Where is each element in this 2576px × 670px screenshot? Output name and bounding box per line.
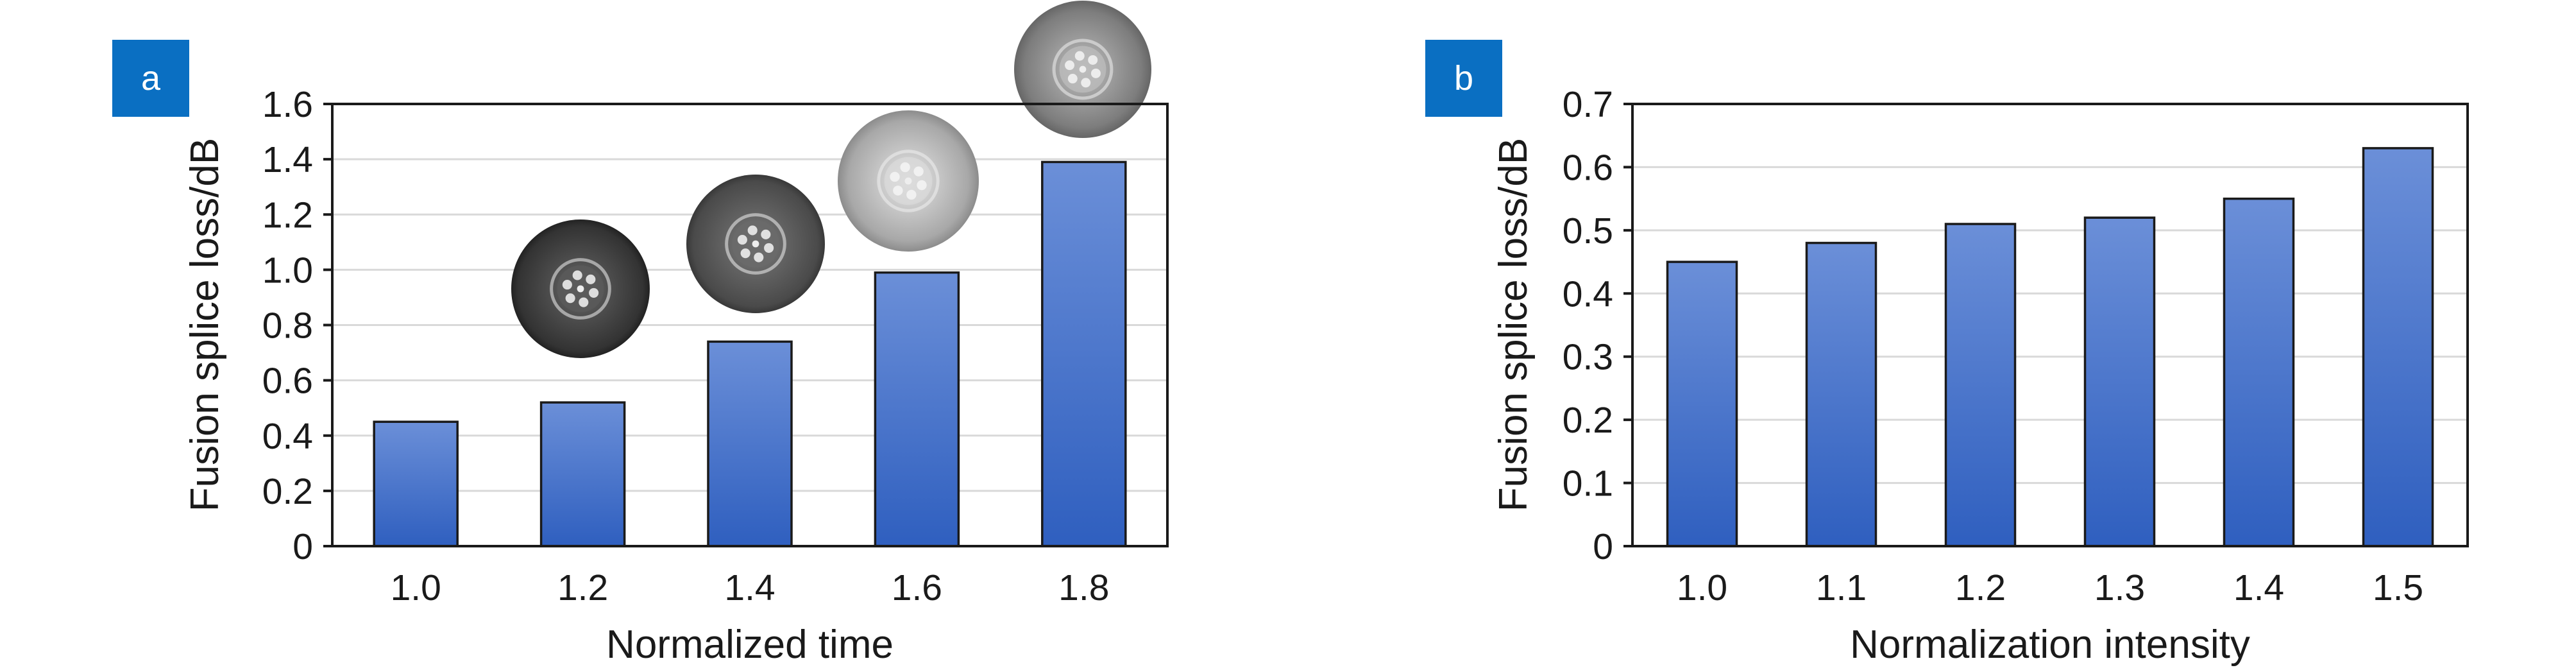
y-tick-label: 1.2 (262, 194, 313, 236)
y-tick-label: 0.4 (262, 416, 313, 457)
panel-b-x-ticks: 1.0 1.1 1.2 1.3 1.4 1.5 (1677, 567, 2423, 608)
x-tick-label: 1.4 (2233, 567, 2284, 608)
panel-b-bars (1666, 147, 2434, 547)
y-tick-label: 0.1 (1563, 463, 1613, 504)
bar-1.2 (539, 401, 626, 547)
panel-a-x-ticks: 1.0 1.2 1.4 1.6 1.8 (391, 567, 1110, 608)
panel-b-y-ticks: 0 0.1 0.2 0.3 0.4 0.5 0.6 0.7 (1563, 84, 1632, 567)
panel-b-plot-frame (1631, 103, 2469, 547)
panel-a-y-ticks: 0 0.2 0.4 0.6 0.8 1.0 1.2 1.4 1.6 (262, 84, 332, 567)
bar-1.8 (1041, 160, 1127, 547)
x-tick-label: 1.1 (1816, 567, 1867, 608)
panel-b-gridlines (1632, 166, 2468, 485)
y-tick-label: 0 (292, 526, 313, 567)
fiber-cross-section-icon (838, 110, 979, 252)
panel-a-x-axis-title: Normalized time (606, 623, 894, 667)
x-tick-label: 1.2 (1955, 567, 2006, 608)
x-tick-label: 1.0 (1677, 567, 1727, 608)
y-tick-label: 1.6 (262, 84, 313, 125)
y-tick-label: 0.6 (1563, 147, 1613, 188)
bar-1.4 (2223, 197, 2295, 547)
y-tick-label: 0.6 (262, 361, 313, 402)
panel-b-label: b (1454, 59, 1473, 98)
fiber-cross-section-icon (511, 219, 650, 358)
x-tick-label: 1.2 (557, 567, 608, 608)
bar-1.0 (1666, 261, 1738, 547)
y-tick-label: 0.8 (262, 305, 313, 347)
chart-panel-b: b 0 0.1 0.2 0.3 0.4 0.5 0.6 0.7 1.0 1.1 1.2 1.3 1.4… (1425, 40, 2469, 667)
bar-1.5 (2362, 147, 2434, 547)
y-tick-label: 0 (1593, 526, 1613, 567)
y-tick-label: 1.4 (262, 139, 313, 180)
bar-1.3 (2083, 216, 2156, 547)
bar-1.4 (707, 340, 793, 547)
x-tick-label: 1.0 (391, 567, 441, 608)
bar-1.2 (1944, 223, 2017, 547)
panel-a-label-box (112, 40, 189, 117)
chart-panel-a: a 0 0.2 0.4 0.6 0.8 1.0 1.2 1.4 1.6 1.0 1.2 1.4 1.6… (112, 1, 1169, 667)
panel-a-label: a (141, 59, 161, 98)
bar-1.0 (373, 420, 459, 547)
bar-1.1 (1805, 241, 1877, 547)
fiber-cross-section-icon (686, 175, 825, 313)
bar-1.6 (874, 271, 960, 547)
y-tick-label: 1.0 (262, 250, 313, 291)
x-tick-label: 1.8 (1058, 567, 1109, 608)
y-tick-label: 0.7 (1563, 84, 1613, 125)
y-tick-label: 0.4 (1563, 273, 1613, 314)
panel-b-label-box (1425, 40, 1502, 117)
y-tick-label: 0.3 (1563, 337, 1613, 378)
x-tick-label: 1.3 (2094, 567, 2145, 608)
y-tick-label: 0.5 (1563, 210, 1613, 252)
panel-a-y-axis-title: Fusion splice loss/dB (183, 138, 227, 511)
y-tick-label: 0.2 (1563, 400, 1613, 441)
y-tick-label: 0.2 (262, 471, 313, 512)
fiber-cross-section-icon (1014, 1, 1151, 138)
panel-b-x-axis-title: Normalization intensity (1850, 623, 2250, 667)
x-tick-label: 1.4 (724, 567, 775, 608)
x-tick-label: 1.6 (892, 567, 942, 608)
panel-b-y-axis-title: Fusion splice loss/dB (1491, 138, 1536, 511)
x-tick-label: 1.5 (2373, 567, 2423, 608)
